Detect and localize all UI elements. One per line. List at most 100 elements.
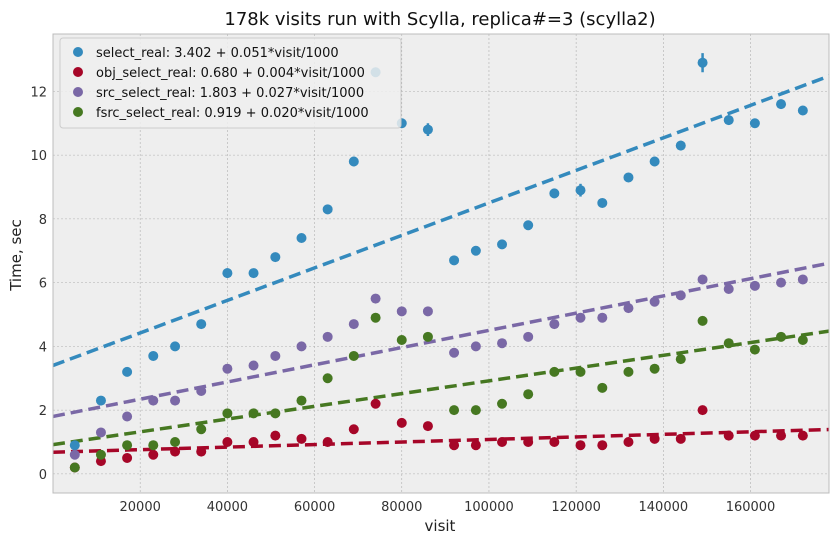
data-point (523, 220, 534, 231)
legend-marker (73, 87, 83, 97)
data-point (370, 312, 381, 323)
data-point (597, 197, 608, 208)
data-point (322, 331, 333, 342)
y-tick-label: 6 (39, 277, 47, 292)
data-point (649, 296, 660, 307)
data-point (497, 239, 508, 250)
data-point (470, 341, 481, 352)
data-point (370, 398, 381, 409)
data-point (270, 408, 281, 419)
x-tick-label: 40000 (207, 500, 248, 515)
data-point (296, 433, 307, 444)
data-point (148, 395, 159, 406)
data-point (422, 421, 433, 432)
data-point (348, 319, 359, 330)
data-point (797, 274, 808, 285)
x-tick-label: 140000 (639, 500, 689, 515)
data-point (170, 341, 181, 352)
data-point (296, 233, 307, 243)
data-point (270, 430, 281, 441)
data-point (95, 395, 106, 406)
x-tick-label: 20000 (120, 500, 161, 515)
data-point (196, 319, 207, 330)
data-point (69, 440, 80, 451)
data-point (222, 408, 233, 419)
data-point (523, 331, 534, 342)
data-point (449, 440, 460, 451)
fit-line (52, 74, 830, 368)
x-axis-ticks: 20000 40000 60000 80000 100000 120000 140000 16… (120, 500, 776, 515)
data-point (422, 306, 433, 317)
data-point (797, 105, 808, 116)
data-point (697, 315, 708, 326)
data-point (248, 360, 259, 371)
data-point (396, 417, 407, 428)
fit-line (52, 329, 830, 447)
legend-label: fsrc_select_real: 0.919 + 0.020*visit/10… (96, 106, 369, 121)
x-tick-label: 160000 (726, 500, 776, 515)
data-point (148, 350, 159, 361)
data-point (697, 405, 708, 416)
data-point (196, 446, 207, 457)
data-point (523, 437, 534, 447)
data-point (370, 293, 381, 304)
data-point (148, 449, 159, 460)
legend-label: obj_select_real: 0.680 + 0.004*visit/100… (96, 66, 365, 81)
data-point (322, 373, 333, 384)
data-point (649, 156, 660, 167)
fit-line (52, 427, 830, 454)
data-point (122, 440, 133, 451)
data-point (270, 252, 281, 263)
data-point (449, 405, 460, 416)
data-point (170, 395, 181, 406)
y-axis-ticks: 0 2 4 6 8 10 12 (30, 85, 47, 483)
data-point (296, 395, 307, 406)
data-point (248, 408, 259, 419)
data-point (222, 363, 233, 374)
data-point (270, 350, 281, 361)
data-point (697, 57, 708, 68)
data-point (196, 386, 207, 396)
legend-marker (73, 107, 83, 117)
data-point (697, 274, 708, 285)
data-point (623, 303, 634, 314)
data-point (623, 172, 634, 183)
data-point (95, 427, 106, 438)
y-tick-label: 12 (30, 85, 47, 100)
data-point (749, 344, 760, 355)
y-tick-label: 0 (39, 468, 47, 483)
data-point (649, 433, 660, 444)
data-point (422, 331, 433, 342)
data-point (776, 277, 787, 288)
x-axis-label: visit (425, 517, 456, 535)
data-point (170, 446, 181, 457)
data-point (69, 462, 80, 473)
x-tick-label: 80000 (381, 500, 422, 515)
legend-marker (73, 67, 83, 77)
data-point (497, 398, 508, 409)
data-point (422, 124, 433, 135)
data-point (470, 440, 481, 451)
data-point (623, 437, 634, 447)
x-tick-label: 60000 (294, 500, 335, 515)
data-point (122, 452, 133, 463)
data-point (597, 312, 608, 323)
data-point (396, 335, 407, 345)
data-point (723, 115, 734, 126)
data-point (470, 245, 481, 256)
y-tick-label: 4 (39, 340, 47, 355)
legend-marker (73, 47, 83, 57)
data-point (723, 338, 734, 349)
legend-label: select_real: 3.402 + 0.051*visit/1000 (96, 46, 339, 61)
data-point (222, 268, 233, 279)
data-point (675, 140, 686, 151)
data-point (749, 118, 760, 129)
chart-title: 178k visits run with Scylla, replica#=3 … (224, 9, 655, 30)
legend-label: src_select_real: 1.803 + 0.027*visit/100… (96, 86, 364, 101)
data-point (549, 366, 560, 377)
data-point (675, 290, 686, 301)
data-point (797, 335, 808, 345)
data-point (122, 366, 133, 377)
y-tick-label: 10 (30, 149, 47, 164)
data-point (170, 437, 181, 447)
